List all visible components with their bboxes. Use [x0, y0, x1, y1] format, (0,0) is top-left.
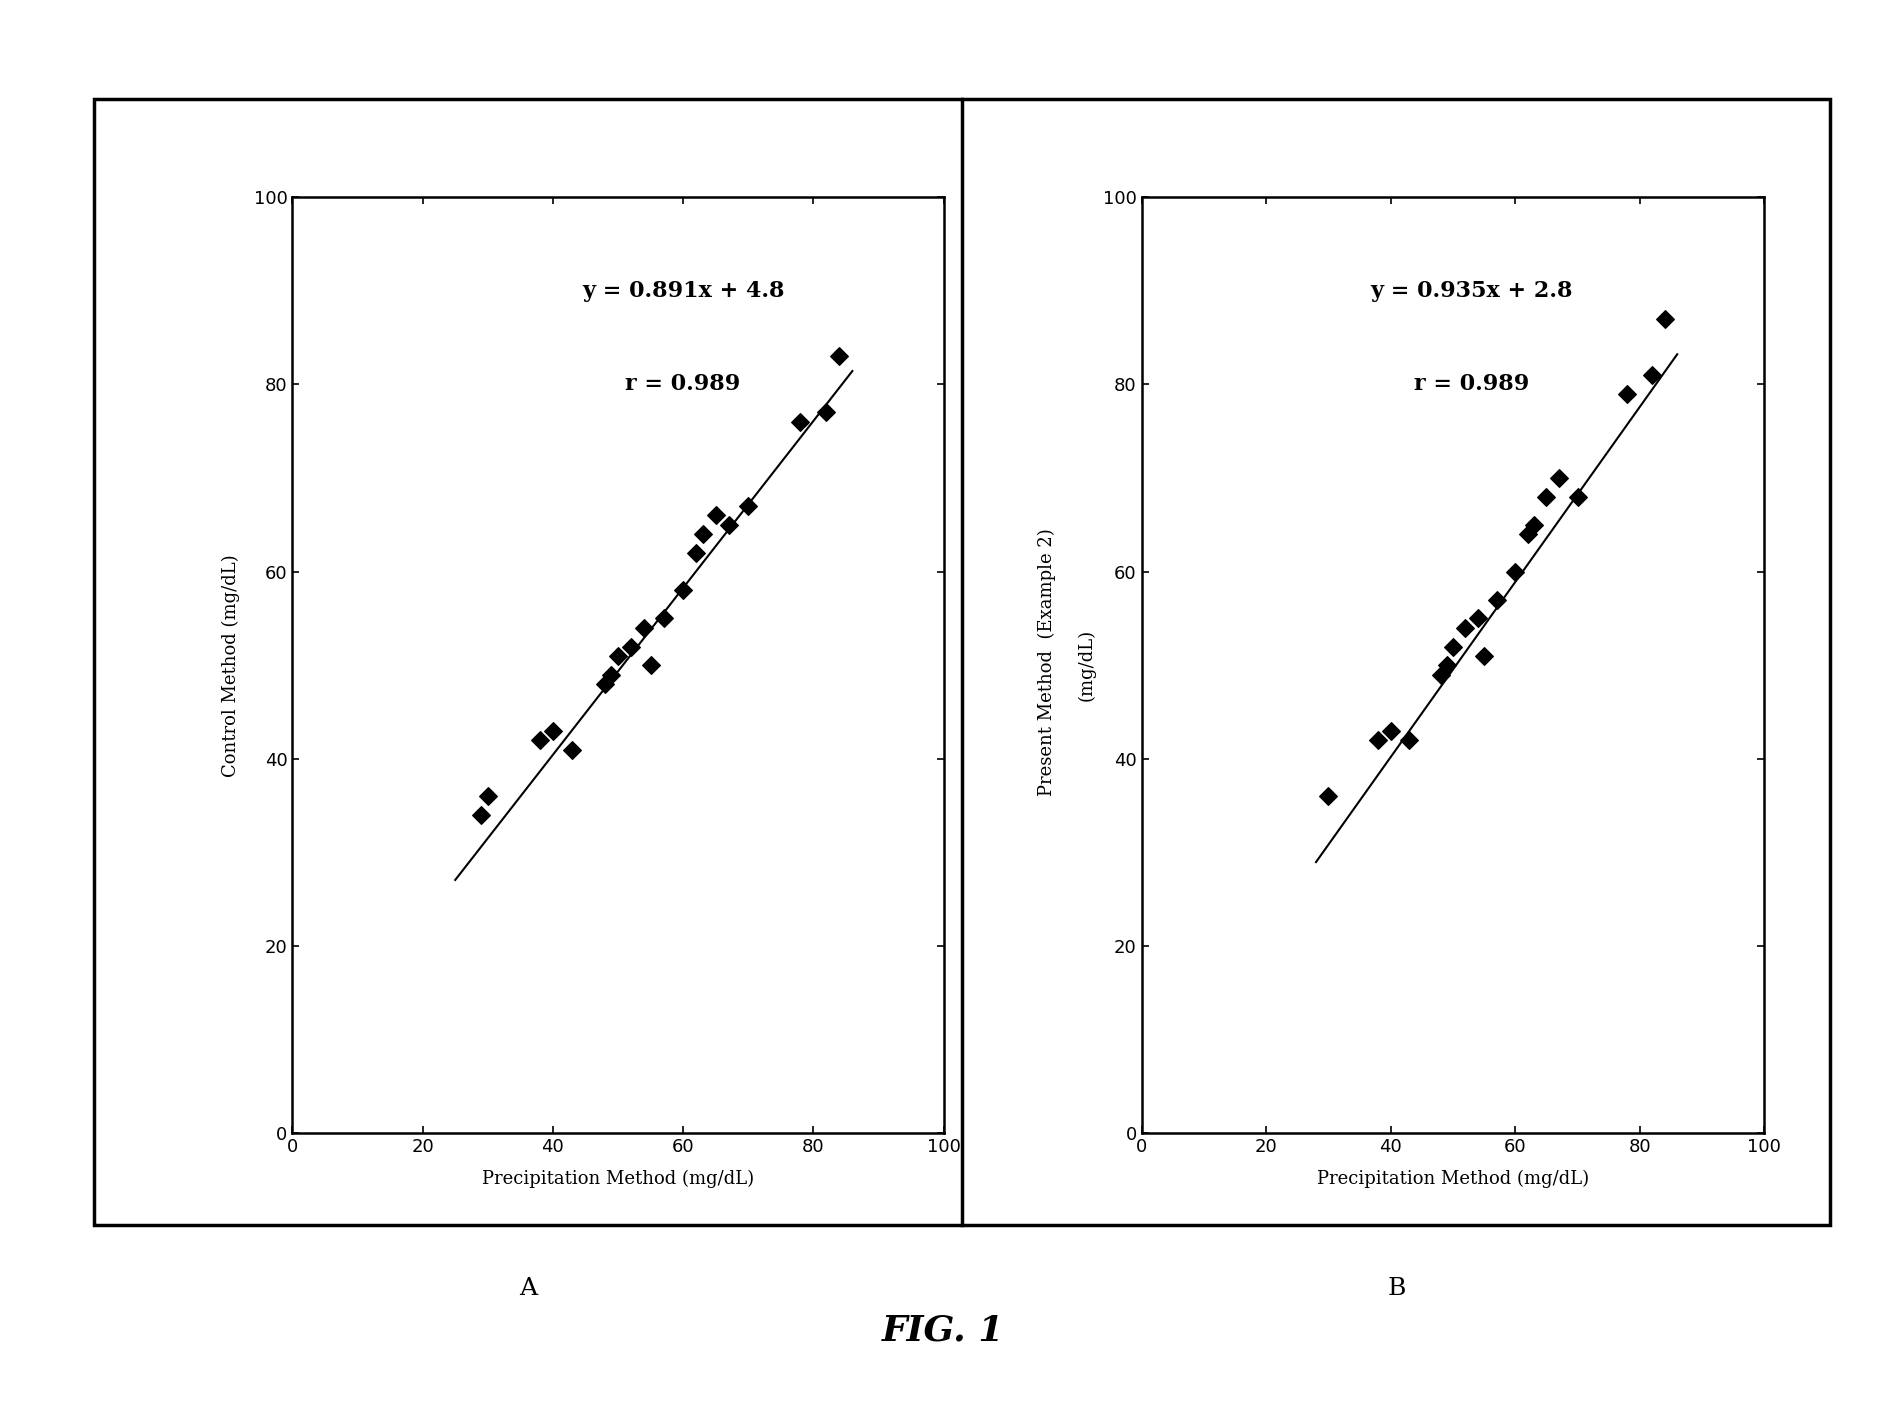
Point: [1611, 383, 1642, 406]
Point: [472, 786, 502, 808]
X-axis label: Precipitation Method (mg/dL): Precipitation Method (mg/dL): [481, 1170, 755, 1188]
Point: [525, 729, 555, 752]
Point: [1470, 645, 1500, 667]
Point: [1432, 653, 1462, 676]
Point: [825, 345, 855, 367]
Point: [615, 635, 645, 658]
Point: [713, 514, 743, 536]
Text: r = 0.989: r = 0.989: [625, 373, 742, 396]
Point: [1362, 729, 1393, 752]
Text: y = 0.891x + 4.8: y = 0.891x + 4.8: [581, 280, 785, 301]
Point: [1481, 589, 1511, 611]
Point: [681, 542, 711, 565]
Point: [1394, 729, 1425, 752]
Text: FIG. 1: FIG. 1: [883, 1314, 1004, 1347]
X-axis label: Precipitation Method (mg/dL): Precipitation Method (mg/dL): [1317, 1170, 1589, 1188]
Point: [1513, 522, 1544, 545]
Point: [604, 645, 634, 667]
Point: [811, 401, 842, 424]
Text: Present Method  (Example 2): Present Method (Example 2): [1038, 528, 1057, 796]
Point: [1532, 486, 1562, 508]
Point: [591, 673, 621, 696]
Y-axis label: (mg/dL): (mg/dL): [1077, 629, 1096, 701]
Point: [628, 617, 659, 639]
Point: [636, 653, 666, 676]
Point: [700, 504, 730, 527]
Point: [1451, 617, 1481, 639]
Point: [687, 522, 717, 545]
Text: A: A: [519, 1277, 538, 1300]
Point: [1500, 560, 1530, 583]
Point: [1462, 607, 1493, 629]
Text: r = 0.989: r = 0.989: [1413, 373, 1528, 396]
Text: B: B: [1387, 1277, 1406, 1300]
Point: [732, 494, 762, 517]
Point: [1638, 363, 1668, 386]
Point: [668, 579, 698, 601]
Point: [1376, 719, 1406, 742]
Text: y = 0.935x + 2.8: y = 0.935x + 2.8: [1370, 280, 1574, 301]
Point: [649, 607, 679, 629]
Point: [1438, 635, 1468, 658]
Point: [596, 663, 626, 686]
Point: [557, 738, 587, 760]
Y-axis label: Control Method (mg/dL): Control Method (mg/dL): [221, 553, 240, 777]
Point: [1425, 663, 1455, 686]
Point: [466, 804, 496, 826]
Point: [1544, 466, 1574, 489]
Point: [1519, 514, 1549, 536]
Point: [785, 411, 815, 434]
Point: [538, 719, 568, 742]
Point: [1649, 307, 1679, 329]
Point: [1562, 486, 1593, 508]
Point: [1313, 786, 1344, 808]
